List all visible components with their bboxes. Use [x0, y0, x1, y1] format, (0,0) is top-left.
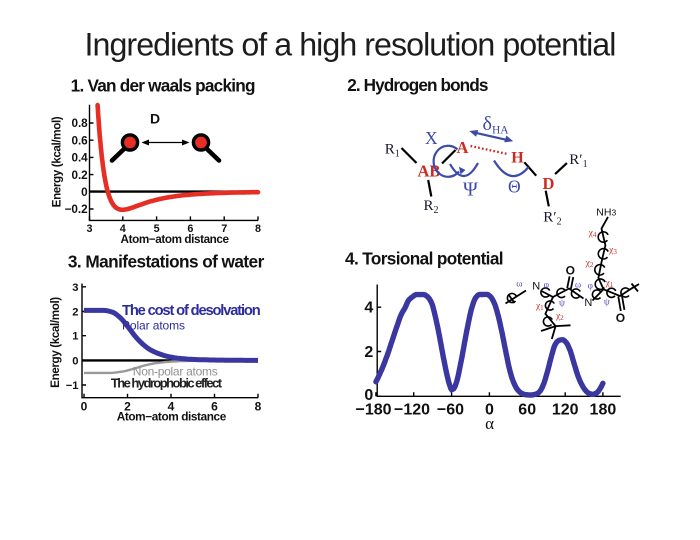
svg-text:α: α: [485, 414, 494, 433]
svg-text:χ4: χ4: [588, 229, 597, 240]
svg-text:6: 6: [211, 399, 218, 413]
svg-text:The hydrophobic effect: The hydrophobic effect: [111, 376, 223, 391]
svg-text:χ2: χ2: [555, 311, 564, 322]
svg-text:−120: −120: [394, 402, 430, 419]
svg-text:2: 2: [72, 307, 78, 319]
svg-text:X: X: [425, 128, 438, 148]
svg-text:3: 3: [72, 282, 78, 294]
svg-text:180: 180: [590, 402, 617, 419]
svg-text:Θ: Θ: [508, 176, 521, 196]
svg-text:2: 2: [364, 344, 373, 361]
svg-text:8: 8: [255, 223, 261, 235]
svg-text:120: 120: [552, 402, 579, 419]
svg-text:D: D: [543, 174, 555, 193]
svg-text:2. Hydrogen bonds: 2. Hydrogen bonds: [347, 75, 488, 95]
svg-text:4. Torsional potential: 4. Torsional potential: [345, 248, 503, 268]
svg-text:3. Manifestations of water: 3. Manifestations of water: [68, 252, 265, 272]
svg-text:8: 8: [255, 399, 262, 413]
svg-text:O: O: [566, 264, 575, 278]
svg-text:4: 4: [120, 223, 126, 235]
svg-text:0: 0: [72, 355, 78, 367]
svg-text:ψ: ψ: [604, 298, 610, 308]
svg-text:5: 5: [154, 223, 160, 235]
svg-text:H: H: [511, 149, 524, 166]
svg-text:Polar atoms: Polar atoms: [122, 318, 185, 332]
svg-text:φ: φ: [587, 282, 593, 292]
svg-text:4: 4: [168, 399, 175, 413]
svg-text:0.8: 0.8: [71, 117, 88, 130]
svg-text:χ1: χ1: [605, 279, 614, 290]
svg-text:7: 7: [221, 223, 227, 235]
svg-text:3: 3: [86, 223, 92, 235]
svg-text:D: D: [150, 111, 160, 127]
svg-text:The cost of desolvation: The cost of desolvation: [122, 303, 261, 319]
svg-text:−1: −1: [66, 380, 79, 392]
svg-text:Ψ: Ψ: [463, 179, 478, 201]
svg-text:1: 1: [72, 331, 78, 343]
svg-text:0.4: 0.4: [71, 152, 88, 165]
svg-text:ω: ω: [575, 281, 581, 291]
svg-text:ω: ω: [516, 280, 522, 290]
svg-text:χ2: χ2: [585, 259, 594, 270]
svg-text:N: N: [584, 297, 592, 309]
svg-text:0: 0: [364, 387, 373, 404]
svg-text:0.2: 0.2: [71, 169, 88, 182]
svg-text:ψ: ψ: [559, 299, 565, 309]
svg-text:Non-polar atoms: Non-polar atoms: [133, 365, 218, 379]
svg-text:Atom−atom distance: Atom−atom distance: [117, 410, 227, 424]
svg-text:−180: −180: [355, 402, 391, 419]
svg-text:Energy (kcal/mol): Energy (kcal/mol): [51, 116, 64, 207]
svg-text:1. Van der waals packing: 1. Van der waals packing: [71, 76, 255, 96]
svg-text:NH3: NH3: [596, 207, 616, 219]
svg-text:−0.2: −0.2: [65, 203, 89, 216]
svg-text:6: 6: [187, 223, 193, 235]
svg-text:2: 2: [124, 399, 131, 413]
svg-text:0: 0: [81, 399, 88, 413]
svg-text:φ: φ: [544, 281, 550, 291]
svg-text:Ingredients of a high resoluti: Ingredients of a high resolution potenti…: [85, 26, 616, 62]
svg-text:Atom−atom distance: Atom−atom distance: [121, 233, 230, 246]
svg-text:−60: −60: [437, 402, 464, 419]
svg-text:Energy (kcal/mol): Energy (kcal/mol): [49, 297, 62, 388]
svg-text:0.6: 0.6: [71, 134, 88, 147]
svg-text:4: 4: [364, 300, 373, 317]
svg-text:0: 0: [485, 402, 494, 419]
svg-text:N: N: [532, 280, 540, 292]
svg-text:χ3: χ3: [608, 246, 617, 257]
svg-text:60: 60: [518, 402, 536, 419]
svg-text:χ1: χ1: [535, 301, 544, 312]
svg-text:0: 0: [81, 186, 88, 199]
svg-text:O: O: [616, 311, 625, 325]
svg-text:A: A: [457, 138, 469, 157]
